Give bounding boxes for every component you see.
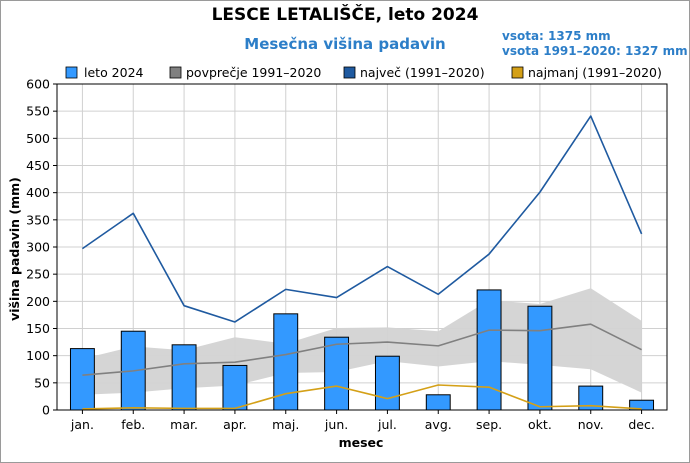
x-tick-label-jun: jun.: [324, 417, 348, 432]
bar-sep: [476, 289, 502, 411]
x-tick-label-sep: sep.: [476, 417, 502, 432]
x-tick-label-maj: maj.: [272, 417, 299, 432]
y-tick-label: 250: [26, 267, 50, 282]
y-tick-label: 0: [42, 403, 50, 418]
bar-okt: [527, 305, 553, 411]
legend-swatch-min: [511, 66, 524, 79]
x-tick-label-mar: mar.: [170, 417, 198, 432]
x-tick-label-avg: avg.: [425, 417, 452, 432]
y-tick-label: 600: [26, 77, 50, 92]
legend-item-2024: leto 2024: [65, 65, 144, 80]
legend-label-max: največ (1991–2020): [360, 65, 485, 80]
line-series-1: [81, 115, 643, 323]
legend-swatch-average: [169, 66, 182, 79]
chart-subtitle: Mesečna višina padavin: [244, 35, 445, 53]
y-tick-label: 200: [26, 294, 50, 309]
sum-normal: vsota 1991–2020: 1327 mm: [502, 44, 688, 58]
bar-mar: [171, 344, 197, 411]
legend-item-average: povprečje 1991–2020: [169, 65, 321, 80]
x-tick-label-dec: dec.: [628, 417, 654, 432]
legend-label-min: najmanj (1991–2020): [528, 65, 662, 80]
y-axis-label: višina padavin (mm): [7, 177, 22, 321]
y-tick-label: 150: [26, 321, 50, 336]
legend-label-average: povprečje 1991–2020: [186, 65, 321, 80]
legend-item-min: najmanj (1991–2020): [511, 65, 662, 80]
x-tick-label-apr: apr.: [223, 417, 247, 432]
y-tick-label: 500: [26, 131, 50, 146]
legend-label-2024: leto 2024: [84, 65, 144, 80]
range-band: [82, 288, 642, 395]
x-tick-labels: jan. feb. mar. apr. maj. jun. jul. avg. sep. okt.…: [70, 417, 655, 432]
x-tick-label-nov: nov.: [578, 417, 604, 432]
x-axis-label: mesec: [339, 435, 384, 450]
band-area: [82, 288, 642, 395]
y-tick-label: 300: [26, 240, 50, 255]
bar-apr: [222, 364, 248, 411]
y-tick-label: 550: [26, 104, 50, 119]
bar-jul: [374, 355, 400, 411]
legend-swatch-max: [343, 66, 356, 79]
line-series-0: [82, 323, 642, 377]
bar-jan: [69, 348, 95, 411]
chart-title: LESCE LETALIŠČE, leto 2024: [212, 3, 479, 25]
y-tick-labels: 0 50 100 150 200 250 300 350 400 450 500 550 600: [26, 77, 50, 418]
x-tick-label-jul: jul.: [377, 417, 397, 432]
y-tick-label: 350: [26, 212, 50, 227]
y-tick-label: 100: [26, 348, 50, 363]
bar-jun: [324, 336, 350, 411]
legend-swatch-2024: [65, 66, 78, 79]
line-series-2: [82, 384, 642, 410]
legend-item-max: največ (1991–2020): [343, 65, 485, 80]
y-tick-label: 400: [26, 185, 50, 200]
series-lines: [81, 115, 643, 410]
x-tick-label-jan: jan.: [70, 417, 94, 432]
x-tick-label-okt: okt.: [528, 417, 552, 432]
x-tick-label-feb: feb.: [121, 417, 145, 432]
sum-current: vsota: 1375 mm: [502, 29, 611, 43]
y-tick-label: 450: [26, 158, 50, 173]
bar-avg: [425, 394, 451, 411]
axes: [53, 83, 668, 414]
legend: leto 2024 povprečje 1991–2020 največ (19…: [65, 65, 662, 80]
y-tick-label: 50: [34, 375, 50, 390]
